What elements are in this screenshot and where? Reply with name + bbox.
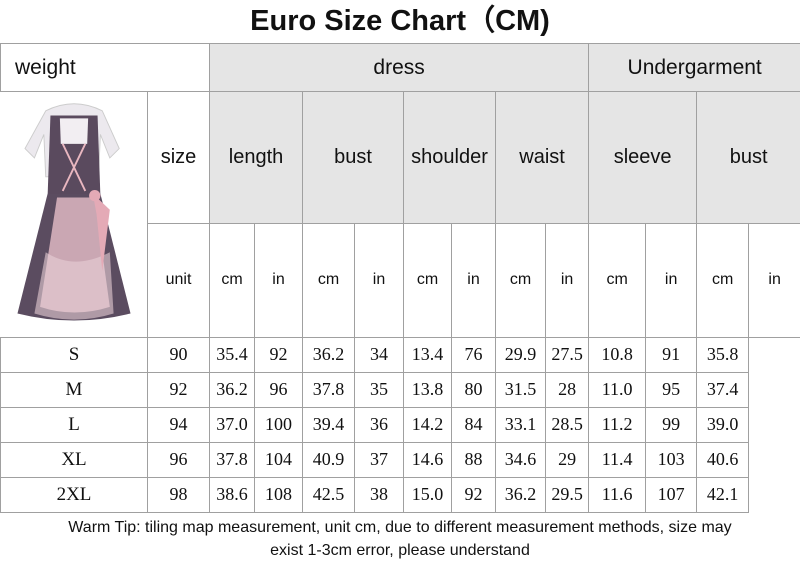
value-cell: 104 (255, 443, 303, 478)
warm-tip-line-1: Warm Tip: tiling map measurement, unit c… (0, 516, 800, 539)
unit-cell: cm (697, 223, 749, 337)
unit-cell: cm (404, 223, 452, 337)
value-cell: 107 (646, 478, 697, 513)
value-cell: 36.2 (210, 373, 255, 408)
size-cell: S (1, 338, 148, 373)
value-cell: 94 (148, 408, 210, 443)
value-cell: 11.6 (589, 478, 646, 513)
size-cell: 2XL (1, 478, 148, 513)
value-cell: 37.4 (697, 373, 749, 408)
value-cell: 92 (148, 373, 210, 408)
value-cell: 80 (452, 373, 496, 408)
value-cell: 88 (452, 443, 496, 478)
value-cell: 99 (646, 408, 697, 443)
size-label: size (148, 92, 210, 224)
page-title: Euro Size Chart（CM) (0, 0, 800, 43)
value-cell: 91 (646, 338, 697, 373)
value-cell: 42.5 (303, 478, 355, 513)
dirndl-dress-image (1, 92, 148, 338)
value-cell: 92 (452, 478, 496, 513)
unit-cell: in (355, 223, 404, 337)
waist-header: waist (496, 92, 589, 224)
value-cell: 35.8 (697, 338, 749, 373)
value-cell: 84 (452, 408, 496, 443)
unit-cell: cm (589, 223, 646, 337)
value-cell: 28.5 (546, 408, 589, 443)
value-cell: 36.2 (496, 478, 546, 513)
unit-label: unit (148, 223, 210, 337)
value-cell: 10.8 (589, 338, 646, 373)
value-cell: 39.0 (697, 408, 749, 443)
value-cell: 38 (355, 478, 404, 513)
value-cell: 29 (546, 443, 589, 478)
unit-cell: in (255, 223, 303, 337)
value-cell: 108 (255, 478, 303, 513)
dress-header: dress (210, 44, 589, 92)
value-cell: 11.0 (589, 373, 646, 408)
unit-cell: in (646, 223, 697, 337)
sleeve-header: sleeve (589, 92, 697, 224)
size-cell: M (1, 373, 148, 408)
value-cell: 96 (255, 373, 303, 408)
size-chart-table: weight dress Undergarment size length bu… (0, 43, 800, 513)
bust-header: bust (303, 92, 404, 224)
unit-cell: in (749, 223, 800, 337)
unit-cell: cm (210, 223, 255, 337)
value-cell: 38.6 (210, 478, 255, 513)
unit-cell: cm (303, 223, 355, 337)
size-cell: XL (1, 443, 148, 478)
value-cell: 39.4 (303, 408, 355, 443)
value-cell: 40.9 (303, 443, 355, 478)
value-cell: 90 (148, 338, 210, 373)
value-cell: 40.6 (697, 443, 749, 478)
value-cell: 42.1 (697, 478, 749, 513)
value-cell: 35 (355, 373, 404, 408)
shoulder-header: shoulder (404, 92, 496, 224)
value-cell: 11.4 (589, 443, 646, 478)
undergarment-bust-header: bust (697, 92, 800, 224)
value-cell: 76 (452, 338, 496, 373)
value-cell: 13.8 (404, 373, 452, 408)
value-cell: 37.0 (210, 408, 255, 443)
warm-tip: Warm Tip: tiling map measurement, unit c… (0, 516, 800, 562)
value-cell: 14.2 (404, 408, 452, 443)
value-cell: 37 (355, 443, 404, 478)
value-cell: 34 (355, 338, 404, 373)
value-cell: 95 (646, 373, 697, 408)
value-cell: 33.1 (496, 408, 546, 443)
value-cell: 14.6 (404, 443, 452, 478)
value-cell: 15.0 (404, 478, 452, 513)
warm-tip-line-2: exist 1-3cm error, please understand (0, 539, 800, 562)
length-header: length (210, 92, 303, 224)
value-cell: 37.8 (210, 443, 255, 478)
value-cell: 36 (355, 408, 404, 443)
value-cell: 29.5 (546, 478, 589, 513)
weight-header: weight (1, 44, 210, 92)
unit-cell: cm (496, 223, 546, 337)
value-cell: 100 (255, 408, 303, 443)
value-cell: 13.4 (404, 338, 452, 373)
unit-cell: in (452, 223, 496, 337)
value-cell: 103 (646, 443, 697, 478)
value-cell: 96 (148, 443, 210, 478)
value-cell: 29.9 (496, 338, 546, 373)
value-cell: 34.6 (496, 443, 546, 478)
size-cell: L (1, 408, 148, 443)
undergarment-header: Undergarment (589, 44, 800, 92)
value-cell: 28 (546, 373, 589, 408)
value-cell: 11.2 (589, 408, 646, 443)
value-cell: 92 (255, 338, 303, 373)
value-cell: 37.8 (303, 373, 355, 408)
unit-cell: in (546, 223, 589, 337)
value-cell: 31.5 (496, 373, 546, 408)
value-cell: 98 (148, 478, 210, 513)
value-cell: 36.2 (303, 338, 355, 373)
value-cell: 27.5 (546, 338, 589, 373)
value-cell: 35.4 (210, 338, 255, 373)
